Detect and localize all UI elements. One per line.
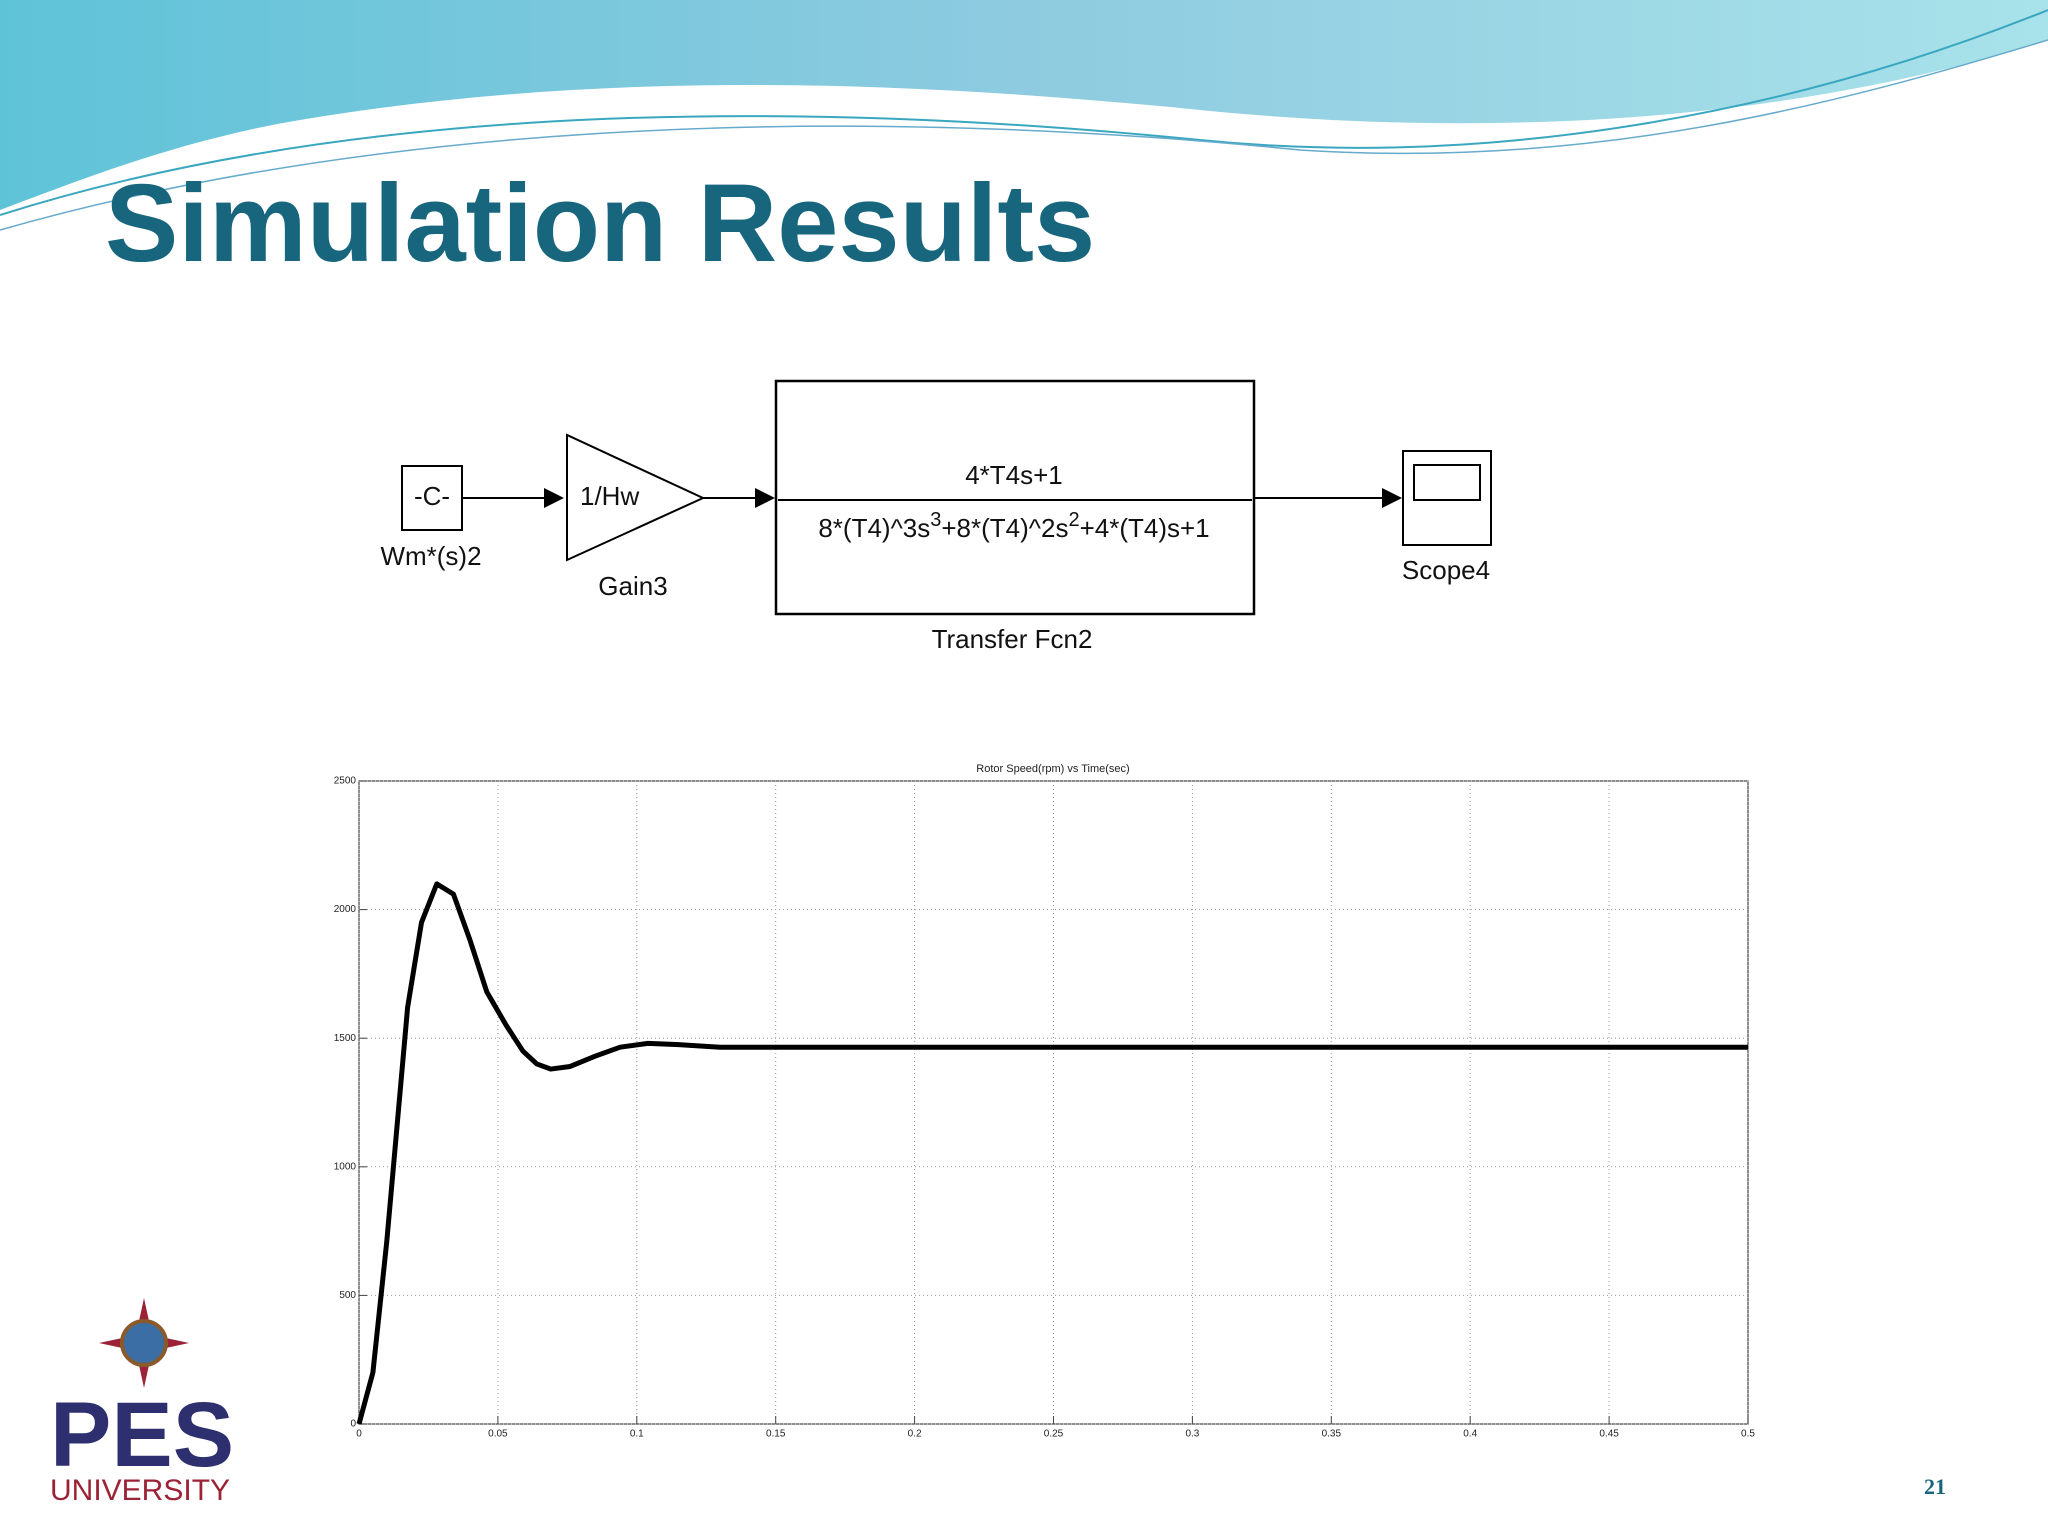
slide-title: Simulation Results [105, 162, 1095, 285]
y-tick-label: 2000 [334, 904, 357, 915]
x-tick-label: 0.1 [630, 1429, 644, 1440]
numerator: 4*T4s+1 [965, 460, 1063, 490]
block-text: -C- [414, 481, 450, 511]
page-number: 21 [1924, 1474, 1946, 1499]
logo: PES UNIVERSITY [50, 1298, 234, 1507]
x-tick-label: 0.05 [488, 1429, 508, 1440]
y-tick-label: 1500 [334, 1033, 357, 1044]
transfer-fcn-block [774, 379, 1256, 616]
plot-area [358, 780, 1749, 1425]
logo-name: PES [50, 1384, 234, 1486]
logo-subtitle: UNIVERSITY [50, 1474, 230, 1507]
y-tick-label: 1000 [334, 1161, 357, 1172]
denominator-part: +8*(T4)^2s [941, 513, 1068, 543]
y-tick-label: 2500 [334, 776, 357, 787]
denominator: 8*(T4)^3s3+8*(T4)^2s2+4*(T4)s+1 [818, 509, 1209, 543]
x-tick-label: 0.2 [908, 1429, 922, 1440]
x-tick-label: 0.35 [1322, 1429, 1342, 1440]
superscript: 3 [930, 509, 941, 531]
x-tick-label: 0.15 [766, 1429, 786, 1440]
chart-title: Rotor Speed(rpm) vs Time(sec) [976, 763, 1129, 775]
block-label: Scope4 [1402, 555, 1490, 585]
header-line [0, 9, 2048, 216]
block-text: 1/Hw [580, 481, 639, 511]
x-tick-label: 0.4 [1463, 1429, 1477, 1440]
x-tick-label: 0.5 [1741, 1429, 1755, 1440]
data-line [356, 881, 1748, 1425]
header-line [0, 39, 2048, 231]
logo-globe [120, 1319, 168, 1367]
denominator-part: +4*(T4)s+1 [1080, 513, 1210, 543]
denominator-part: 8*(T4)^3s [818, 513, 930, 543]
header-wave [0, 0, 2048, 210]
x-tick-label: 0.25 [1044, 1429, 1064, 1440]
scope-screen [1413, 464, 1481, 501]
chart: Rotor Speed(rpm) vs Time(sec) 0 500 1000 15… [334, 763, 1756, 1440]
block-diagram: -C- Wm*(s)2 1/Hw Gain3 4*T4s+1 8*(T4)^3s… [380, 379, 1492, 654]
x-tick-label: 0 [356, 1429, 362, 1440]
x-tick-label: 0.45 [1599, 1429, 1619, 1440]
y-tick-label: 500 [339, 1290, 356, 1301]
superscript: 2 [1068, 509, 1079, 531]
block-label: Gain3 [598, 571, 667, 601]
block-label: Transfer Fcn2 [932, 624, 1093, 654]
x-tick-label: 0.3 [1185, 1429, 1199, 1440]
gain-block [566, 433, 706, 562]
y-tick-label: 0 [350, 1419, 356, 1430]
block-label: Wm*(s)2 [380, 541, 481, 571]
